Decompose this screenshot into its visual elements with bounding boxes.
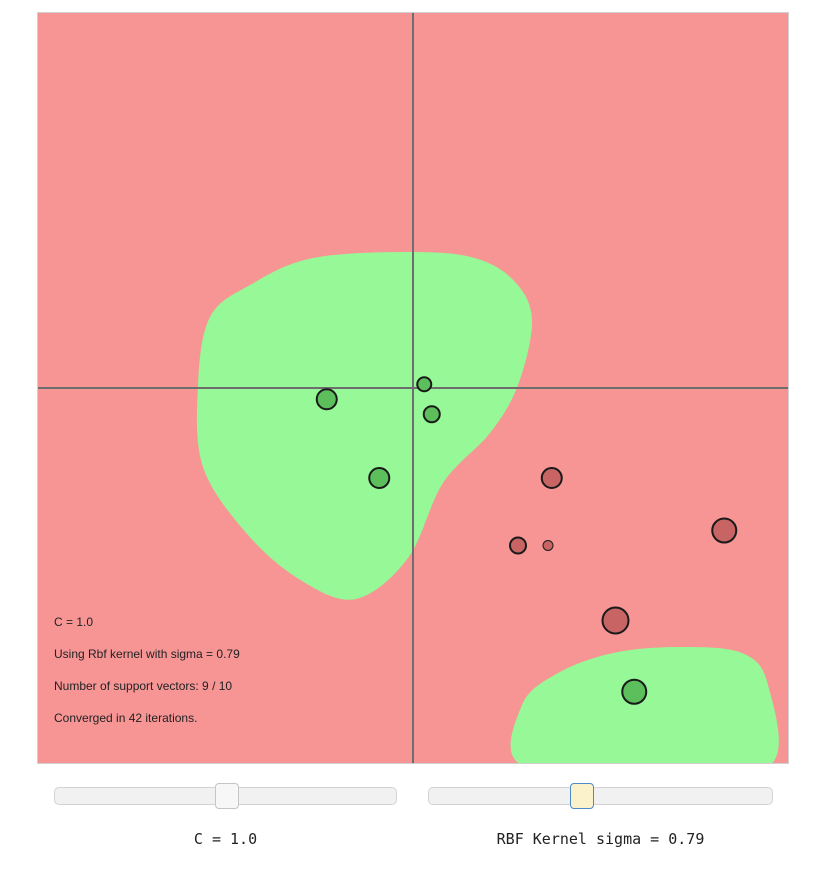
sigma-slider[interactable] <box>428 783 773 809</box>
positive-region-main <box>196 251 533 600</box>
positive-data-point[interactable] <box>422 405 441 424</box>
sigma-slider-thumb[interactable] <box>570 783 594 809</box>
c-slider-thumb[interactable] <box>215 783 239 809</box>
c-slider[interactable] <box>54 783 397 809</box>
positive-data-point[interactable] <box>368 467 391 489</box>
sigma-label: RBF Kernel sigma = 0.79 <box>496 830 705 848</box>
negative-data-point[interactable] <box>542 540 554 551</box>
c-info: C = 1.0 <box>54 615 94 629</box>
c-label: C = 1.0 <box>193 830 258 848</box>
support-vectors-info: Number of support vectors: 9 / 10 <box>54 679 233 693</box>
negative-data-point[interactable] <box>601 606 630 635</box>
positive-data-point[interactable] <box>315 388 338 411</box>
positive-region-bottom <box>510 646 779 763</box>
positive-data-point[interactable] <box>621 678 648 705</box>
convergence-info: Converged in 42 iterations. <box>54 711 198 725</box>
negative-data-point[interactable] <box>540 467 563 489</box>
decision-plot[interactable] <box>38 13 788 763</box>
kernel-info: Using Rbf kernel with sigma = 0.79 <box>54 647 240 661</box>
negative-data-point[interactable] <box>711 517 738 544</box>
svm-canvas[interactable]: C = 1.0 Using Rbf kernel with sigma = 0.… <box>37 12 789 764</box>
negative-data-point[interactable] <box>509 536 527 555</box>
positive-data-point[interactable] <box>416 376 433 393</box>
